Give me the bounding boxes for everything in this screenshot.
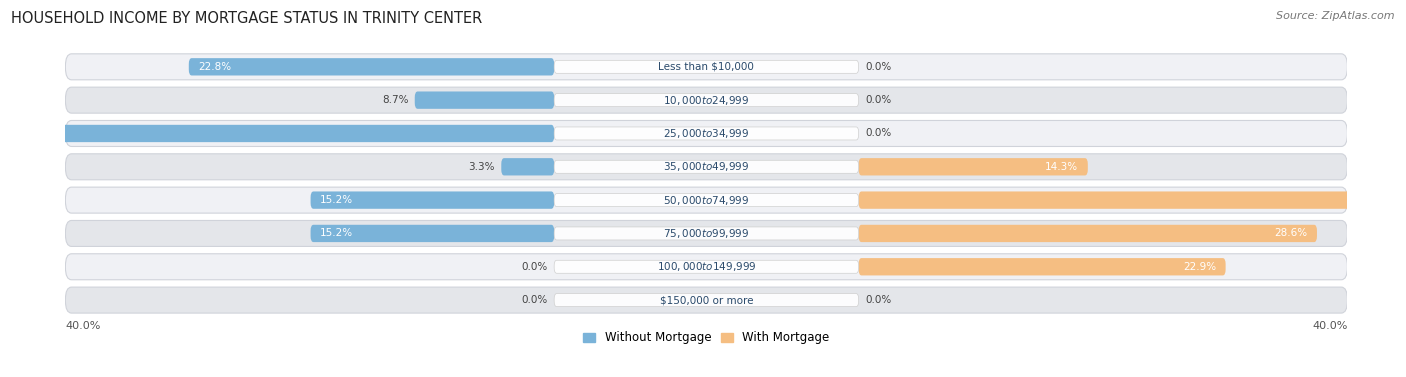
Text: 15.2%: 15.2% <box>321 228 353 238</box>
FancyBboxPatch shape <box>554 294 859 307</box>
FancyBboxPatch shape <box>859 225 1317 242</box>
Text: 0.0%: 0.0% <box>865 295 891 305</box>
Text: $25,000 to $34,999: $25,000 to $34,999 <box>664 127 749 140</box>
FancyBboxPatch shape <box>66 87 1347 113</box>
FancyBboxPatch shape <box>66 154 1347 180</box>
FancyBboxPatch shape <box>0 125 554 142</box>
Text: 14.3%: 14.3% <box>1045 162 1078 172</box>
Text: 40.0%: 40.0% <box>1312 321 1347 331</box>
FancyBboxPatch shape <box>311 225 554 242</box>
Text: 0.0%: 0.0% <box>865 62 891 72</box>
FancyBboxPatch shape <box>554 127 859 140</box>
Text: $75,000 to $99,999: $75,000 to $99,999 <box>664 227 749 240</box>
Text: 0.0%: 0.0% <box>865 95 891 105</box>
Text: 0.0%: 0.0% <box>522 295 548 305</box>
FancyBboxPatch shape <box>554 160 859 173</box>
Text: 34.8%: 34.8% <box>6 129 39 138</box>
FancyBboxPatch shape <box>66 221 1347 247</box>
Text: Less than $10,000: Less than $10,000 <box>658 62 755 72</box>
Text: 0.0%: 0.0% <box>865 129 891 138</box>
Text: 28.6%: 28.6% <box>1274 228 1308 238</box>
FancyBboxPatch shape <box>554 60 859 73</box>
FancyBboxPatch shape <box>188 58 554 75</box>
FancyBboxPatch shape <box>66 287 1347 313</box>
Text: Source: ZipAtlas.com: Source: ZipAtlas.com <box>1277 11 1395 21</box>
FancyBboxPatch shape <box>554 93 859 107</box>
Text: $10,000 to $24,999: $10,000 to $24,999 <box>664 93 749 107</box>
FancyBboxPatch shape <box>554 260 859 273</box>
Legend: Without Mortgage, With Mortgage: Without Mortgage, With Mortgage <box>579 326 834 349</box>
FancyBboxPatch shape <box>311 192 554 209</box>
FancyBboxPatch shape <box>66 187 1347 213</box>
Text: 22.9%: 22.9% <box>1182 262 1216 272</box>
Text: 8.7%: 8.7% <box>382 95 408 105</box>
FancyBboxPatch shape <box>554 227 859 240</box>
Text: $35,000 to $49,999: $35,000 to $49,999 <box>664 160 749 173</box>
Text: 34.3%: 34.3% <box>1365 195 1399 205</box>
FancyBboxPatch shape <box>66 121 1347 147</box>
Text: 3.3%: 3.3% <box>468 162 495 172</box>
FancyBboxPatch shape <box>859 192 1406 209</box>
FancyBboxPatch shape <box>415 92 554 109</box>
Text: 40.0%: 40.0% <box>66 321 101 331</box>
Text: $150,000 or more: $150,000 or more <box>659 295 754 305</box>
FancyBboxPatch shape <box>554 194 859 207</box>
Text: 0.0%: 0.0% <box>522 262 548 272</box>
FancyBboxPatch shape <box>66 254 1347 280</box>
Text: $50,000 to $74,999: $50,000 to $74,999 <box>664 194 749 207</box>
Text: 22.8%: 22.8% <box>198 62 232 72</box>
Text: 15.2%: 15.2% <box>321 195 353 205</box>
FancyBboxPatch shape <box>859 158 1088 175</box>
FancyBboxPatch shape <box>859 258 1226 276</box>
Text: HOUSEHOLD INCOME BY MORTGAGE STATUS IN TRINITY CENTER: HOUSEHOLD INCOME BY MORTGAGE STATUS IN T… <box>11 11 482 26</box>
FancyBboxPatch shape <box>502 158 554 175</box>
Text: $100,000 to $149,999: $100,000 to $149,999 <box>657 260 756 273</box>
FancyBboxPatch shape <box>66 54 1347 80</box>
